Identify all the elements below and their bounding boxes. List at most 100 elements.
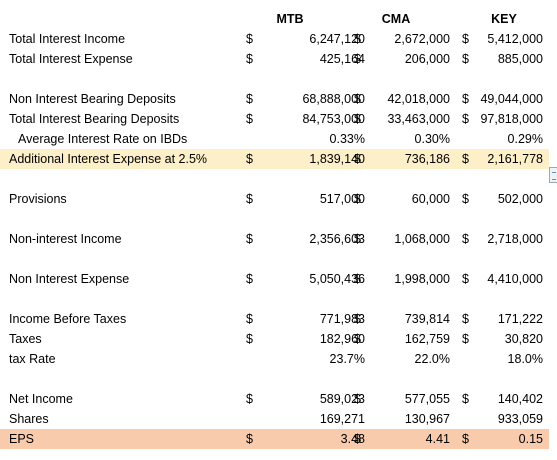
cell-cma[interactable]: 1,998,000: [394, 272, 450, 286]
row-income-before-taxes[interactable]: Income Before Taxes $ 771,983 $ 739,814 …: [0, 309, 549, 329]
cell-mtb[interactable]: 771,983: [319, 312, 365, 326]
cell-key[interactable]: 0.15: [518, 432, 543, 446]
row-eps[interactable]: EPS $ 3.48 $ 4.41 $ 0.15: [0, 429, 549, 449]
currency-symbol: $: [246, 392, 253, 406]
row-total-interest-expense[interactable]: Total Interest Expense $ 425,164 $ 206,0…: [0, 49, 549, 69]
cell-mtb[interactable]: 169,271: [319, 412, 365, 426]
currency-symbol: $: [462, 312, 469, 326]
currency-symbol: $: [462, 432, 469, 446]
cell-cma[interactable]: 206,000: [404, 52, 450, 66]
currency-symbol: $: [246, 332, 253, 346]
row-additional-interest-expense[interactable]: Additional Interest Expense at 2.5% $ 1,…: [0, 149, 549, 169]
cell-cma[interactable]: 739,814: [404, 312, 450, 326]
row-label: Shares: [9, 412, 49, 426]
column-header-mtb[interactable]: MTB: [276, 12, 304, 26]
currency-symbol: $: [354, 112, 361, 126]
cell-key[interactable]: 140,402: [497, 392, 543, 406]
cell-cma[interactable]: 4.41: [425, 432, 450, 446]
cell-cma[interactable]: 2,672,000: [394, 32, 450, 46]
cell-cma[interactable]: 22.0%: [414, 352, 450, 366]
cell-key[interactable]: 2,161,778: [487, 152, 543, 166]
cell-mtb[interactable]: 3.48: [340, 432, 365, 446]
cell-key[interactable]: 49,044,000: [480, 92, 543, 106]
row-tax-rate[interactable]: tax Rate 23.7% 22.0% 18.0%: [0, 349, 549, 369]
currency-symbol: $: [462, 52, 469, 66]
cell-cma[interactable]: 736,186: [404, 152, 450, 166]
row-label: Income Before Taxes: [9, 312, 127, 326]
row-non-interest-expense[interactable]: Non Interest Expense $ 5,050,436 $ 1,998…: [0, 269, 549, 289]
row-label: Total Interest Bearing Deposits: [9, 112, 180, 126]
cell-mtb[interactable]: 425,164: [319, 52, 365, 66]
cell-key[interactable]: 2,718,000: [487, 232, 543, 246]
currency-symbol: $: [462, 112, 469, 126]
cell-key[interactable]: 933,059: [497, 412, 543, 426]
currency-symbol: $: [246, 152, 253, 166]
cell-cma[interactable]: 33,463,000: [387, 112, 450, 126]
currency-symbol: $: [354, 392, 361, 406]
currency-symbol: $: [246, 272, 253, 286]
row-total-interest-income[interactable]: Total Interest Income $ 6,247,120 $ 2,67…: [0, 29, 549, 49]
row-taxes[interactable]: Taxes $ 182,960 $ 162,759 $ 30,820: [0, 329, 549, 349]
currency-symbol: $: [354, 332, 361, 346]
cell-key[interactable]: 502,000: [497, 192, 543, 206]
cell-key[interactable]: 4,410,000: [487, 272, 543, 286]
cell-key[interactable]: 5,412,000: [487, 32, 543, 46]
currency-symbol: $: [246, 112, 253, 126]
column-header-cma[interactable]: CMA: [381, 12, 411, 26]
row-label: Provisions: [9, 192, 67, 206]
cell-cma[interactable]: 1,068,000: [394, 232, 450, 246]
currency-symbol: $: [354, 152, 361, 166]
row-non-interest-income[interactable]: Non-interest Income $ 2,356,603 $ 1,068,…: [0, 229, 549, 249]
row-shares[interactable]: Shares 169,271 130,967 933,059: [0, 409, 549, 429]
cell-mtb[interactable]: 6,247,120: [309, 32, 365, 46]
cell-key[interactable]: 97,818,000: [480, 112, 543, 126]
cell-cma[interactable]: 577,055: [404, 392, 450, 406]
row-label: EPS: [9, 432, 35, 446]
row-label: Non Interest Expense: [9, 272, 130, 286]
cell-key[interactable]: 0.29%: [507, 132, 543, 146]
cell-cma[interactable]: 130,967: [404, 412, 450, 426]
column-header-key[interactable]: KEY: [491, 12, 517, 26]
cell-cma[interactable]: 60,000: [411, 192, 450, 206]
cell-key[interactable]: 18.0%: [507, 352, 543, 366]
cell-mtb[interactable]: 2,356,603: [309, 232, 365, 246]
currency-symbol: $: [246, 92, 253, 106]
currency-symbol: $: [354, 32, 361, 46]
cell-cma[interactable]: 0.30%: [414, 132, 450, 146]
cell-mtb[interactable]: 68,888,000: [302, 92, 365, 106]
cell-mtb[interactable]: 182,960: [319, 332, 365, 346]
cell-key[interactable]: 885,000: [497, 52, 543, 66]
row-net-income[interactable]: Net Income $ 589,023 $ 577,055 $ 140,402: [0, 389, 549, 409]
currency-symbol: $: [246, 432, 253, 446]
row-label: Non Interest Bearing Deposits: [9, 92, 176, 106]
cell-cma[interactable]: 42,018,000: [387, 92, 450, 106]
row-average-interest-rate[interactable]: Average Interest Rate on IBDs 0.33% 0.30…: [0, 129, 549, 149]
row-label: Taxes: [9, 332, 42, 346]
collapse-handle-icon[interactable]: [549, 167, 557, 183]
cell-key[interactable]: 171,222: [497, 312, 543, 326]
cell-mtb[interactable]: 517,000: [319, 192, 365, 206]
row-provisions[interactable]: Provisions $ 517,000 $ 60,000 $ 502,000: [0, 189, 549, 209]
row-non-interest-bearing-deposits[interactable]: Non Interest Bearing Deposits $ 68,888,0…: [0, 89, 549, 109]
currency-symbol: $: [354, 312, 361, 326]
row-label: tax Rate: [9, 352, 56, 366]
currency-symbol: $: [462, 92, 469, 106]
row-label: Non-interest Income: [9, 232, 122, 246]
currency-symbol: $: [462, 152, 469, 166]
cell-key[interactable]: 30,820: [504, 332, 543, 346]
currency-symbol: $: [462, 192, 469, 206]
cell-mtb[interactable]: 5,050,436: [309, 272, 365, 286]
cell-cma[interactable]: 162,759: [404, 332, 450, 346]
row-label: Average Interest Rate on IBDs: [18, 132, 188, 146]
currency-symbol: $: [246, 32, 253, 46]
cell-mtb[interactable]: 0.33%: [329, 132, 365, 146]
row-total-interest-bearing-deposits[interactable]: Total Interest Bearing Deposits $ 84,753…: [0, 109, 549, 129]
cell-mtb[interactable]: 84,753,000: [302, 112, 365, 126]
cell-mtb[interactable]: 589,023: [319, 392, 365, 406]
currency-symbol: $: [462, 332, 469, 346]
cell-mtb[interactable]: 1,839,140: [309, 152, 365, 166]
cell-mtb[interactable]: 23.7%: [329, 352, 365, 366]
row-label: Total Interest Income: [9, 32, 126, 46]
currency-symbol: $: [246, 192, 253, 206]
